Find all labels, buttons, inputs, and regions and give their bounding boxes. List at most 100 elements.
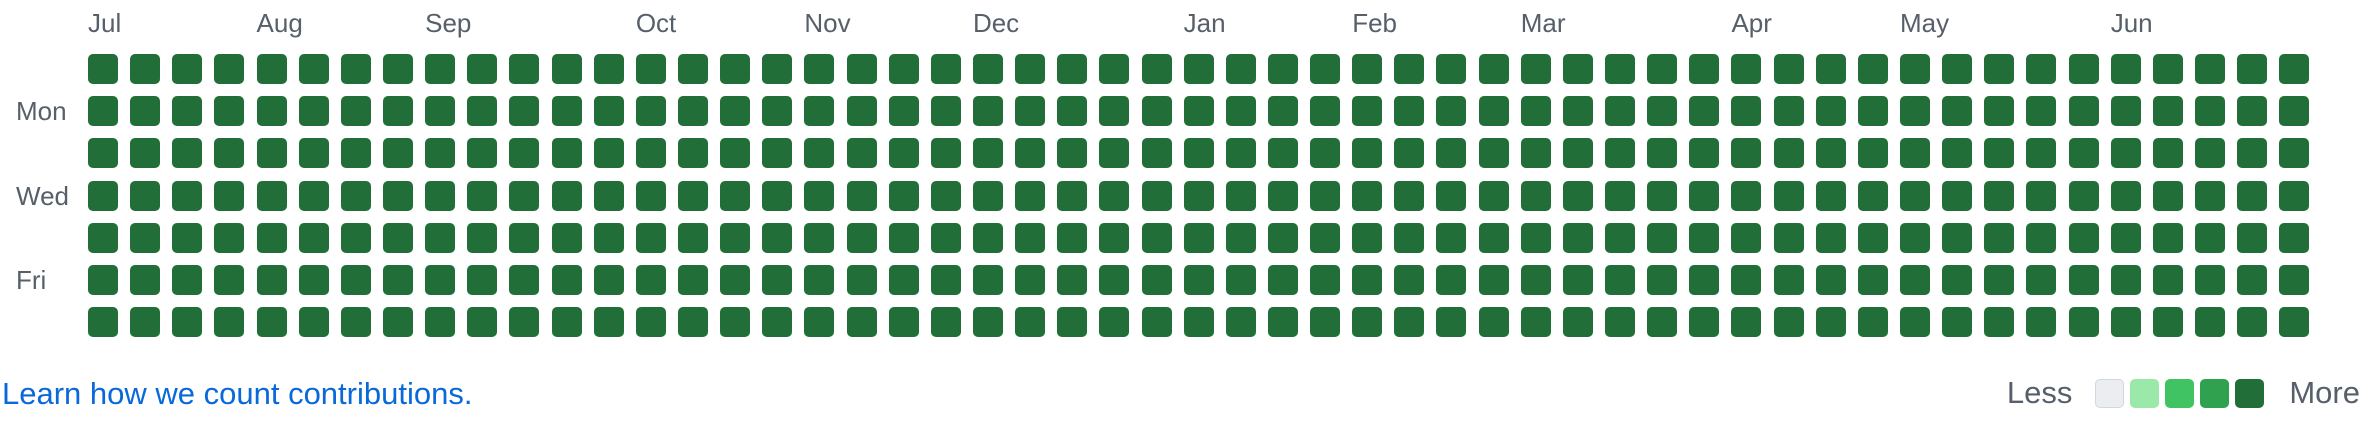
contribution-day-cell[interactable] — [762, 138, 793, 169]
contribution-day-cell[interactable] — [340, 265, 371, 295]
contribution-day-cell[interactable] — [1942, 96, 1973, 127]
contribution-day-cell[interactable] — [1815, 54, 1846, 84]
contribution-day-cell[interactable] — [1183, 265, 1214, 295]
contribution-day-cell[interactable] — [804, 265, 835, 295]
contribution-day-cell[interactable] — [1562, 180, 1593, 211]
contribution-day-cell[interactable] — [635, 54, 666, 84]
contribution-day-cell[interactable] — [2152, 96, 2183, 127]
contribution-day-cell[interactable] — [551, 265, 582, 295]
contribution-day-cell[interactable] — [1984, 307, 2015, 338]
contribution-day-cell[interactable] — [551, 138, 582, 169]
contribution-day-cell[interactable] — [720, 222, 751, 253]
contribution-day-cell[interactable] — [1015, 265, 1046, 295]
contribution-day-cell[interactable] — [888, 265, 919, 295]
contribution-day-cell[interactable] — [804, 138, 835, 169]
contribution-day-cell[interactable] — [467, 54, 498, 84]
contribution-day-cell[interactable] — [256, 307, 287, 338]
contribution-day-cell[interactable] — [1183, 307, 1214, 338]
contribution-day-cell[interactable] — [1815, 96, 1846, 127]
contribution-day-cell[interactable] — [1015, 54, 1046, 84]
contribution-day-cell[interactable] — [720, 54, 751, 84]
contribution-day-cell[interactable] — [1942, 307, 1973, 338]
contribution-day-cell[interactable] — [1352, 138, 1383, 169]
contribution-day-cell[interactable] — [1057, 307, 1088, 338]
contribution-day-cell[interactable] — [972, 265, 1003, 295]
contribution-day-cell[interactable] — [2068, 54, 2099, 84]
contribution-day-cell[interactable] — [1183, 54, 1214, 84]
contribution-day-cell[interactable] — [635, 180, 666, 211]
contribution-day-cell[interactable] — [972, 138, 1003, 169]
contribution-day-cell[interactable] — [888, 54, 919, 84]
contribution-day-cell[interactable] — [1352, 96, 1383, 127]
contribution-day-cell[interactable] — [425, 96, 456, 127]
contribution-day-cell[interactable] — [930, 265, 961, 295]
contribution-day-cell[interactable] — [1352, 180, 1383, 211]
contribution-day-cell[interactable] — [1773, 265, 1804, 295]
contribution-day-cell[interactable] — [1773, 96, 1804, 127]
contribution-day-cell[interactable] — [1647, 222, 1678, 253]
contribution-day-cell[interactable] — [1520, 54, 1551, 84]
contribution-day-cell[interactable] — [1815, 222, 1846, 253]
contribution-day-cell[interactable] — [1141, 307, 1172, 338]
contribution-day-cell[interactable] — [88, 54, 118, 84]
contribution-day-cell[interactable] — [762, 222, 793, 253]
contribution-day-cell[interactable] — [88, 265, 118, 295]
contribution-day-cell[interactable] — [88, 138, 118, 169]
contribution-day-cell[interactable] — [88, 96, 118, 127]
contribution-day-cell[interactable] — [2068, 307, 2099, 338]
contribution-day-cell[interactable] — [2237, 138, 2268, 169]
contribution-day-cell[interactable] — [1900, 180, 1931, 211]
contribution-day-cell[interactable] — [1436, 265, 1467, 295]
contribution-day-cell[interactable] — [635, 265, 666, 295]
contribution-day-cell[interactable] — [846, 265, 877, 295]
contribution-day-cell[interactable] — [720, 96, 751, 127]
contribution-day-cell[interactable] — [2279, 138, 2310, 169]
contribution-day-cell[interactable] — [1310, 138, 1341, 169]
contribution-day-cell[interactable] — [340, 307, 371, 338]
contribution-day-cell[interactable] — [2237, 265, 2268, 295]
contribution-day-cell[interactable] — [509, 54, 540, 84]
contribution-day-cell[interactable] — [677, 138, 708, 169]
contribution-day-cell[interactable] — [1857, 222, 1888, 253]
contribution-day-cell[interactable] — [1057, 222, 1088, 253]
contribution-day-cell[interactable] — [1605, 180, 1636, 211]
contribution-day-cell[interactable] — [382, 54, 413, 84]
contribution-day-cell[interactable] — [382, 180, 413, 211]
contribution-day-cell[interactable] — [972, 180, 1003, 211]
contribution-day-cell[interactable] — [1520, 307, 1551, 338]
contribution-day-cell[interactable] — [1942, 222, 1973, 253]
contribution-day-cell[interactable] — [130, 96, 161, 127]
contribution-day-cell[interactable] — [130, 54, 161, 84]
contribution-day-cell[interactable] — [804, 54, 835, 84]
contribution-day-cell[interactable] — [2110, 307, 2141, 338]
contribution-day-cell[interactable] — [677, 180, 708, 211]
contribution-day-cell[interactable] — [551, 54, 582, 84]
contribution-day-cell[interactable] — [1815, 138, 1846, 169]
contribution-day-cell[interactable] — [1099, 222, 1130, 253]
contribution-day-cell[interactable] — [1267, 265, 1298, 295]
contribution-day-cell[interactable] — [214, 180, 245, 211]
contribution-day-cell[interactable] — [888, 307, 919, 338]
contribution-day-cell[interactable] — [1731, 307, 1762, 338]
contribution-day-cell[interactable] — [1141, 265, 1172, 295]
contribution-day-cell[interactable] — [1731, 265, 1762, 295]
contribution-day-cell[interactable] — [593, 265, 624, 295]
contribution-day-cell[interactable] — [720, 138, 751, 169]
contribution-day-cell[interactable] — [1647, 96, 1678, 127]
contribution-day-cell[interactable] — [467, 138, 498, 169]
contribution-day-cell[interactable] — [2068, 96, 2099, 127]
contribution-day-cell[interactable] — [1857, 307, 1888, 338]
contribution-day-cell[interactable] — [593, 222, 624, 253]
contribution-day-cell[interactable] — [1731, 54, 1762, 84]
contribution-day-cell[interactable] — [88, 222, 118, 253]
contribution-day-cell[interactable] — [1436, 222, 1467, 253]
contribution-day-cell[interactable] — [298, 138, 329, 169]
contribution-day-cell[interactable] — [1310, 222, 1341, 253]
contribution-day-cell[interactable] — [1647, 265, 1678, 295]
contribution-day-cell[interactable] — [1225, 307, 1256, 338]
contribution-day-cell[interactable] — [677, 222, 708, 253]
contribution-day-cell[interactable] — [1562, 96, 1593, 127]
contribution-day-cell[interactable] — [593, 96, 624, 127]
contribution-day-cell[interactable] — [1520, 265, 1551, 295]
contribution-day-cell[interactable] — [1225, 138, 1256, 169]
